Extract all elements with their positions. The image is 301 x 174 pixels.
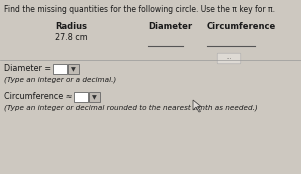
Text: ▼: ▼ <box>71 67 76 72</box>
FancyBboxPatch shape <box>68 64 79 74</box>
Text: 27.8 cm: 27.8 cm <box>55 33 88 42</box>
Text: (Type an integer or decimal rounded to the nearest tenth as needed.): (Type an integer or decimal rounded to t… <box>4 104 258 111</box>
Text: ···: ··· <box>226 56 232 61</box>
FancyBboxPatch shape <box>217 53 241 64</box>
Text: Diameter: Diameter <box>148 22 192 31</box>
FancyBboxPatch shape <box>53 64 67 74</box>
Polygon shape <box>193 100 201 112</box>
Text: (Type an integer or a decimal.): (Type an integer or a decimal.) <box>4 76 116 83</box>
FancyBboxPatch shape <box>89 92 100 102</box>
Text: Find the missing quantities for the following circle. Use the π key for π.: Find the missing quantities for the foll… <box>4 5 275 14</box>
Text: Diameter =: Diameter = <box>4 64 51 73</box>
Text: ▼: ▼ <box>92 95 97 100</box>
FancyBboxPatch shape <box>74 92 88 102</box>
Text: Circumference: Circumference <box>207 22 276 31</box>
Text: Circumference ≈: Circumference ≈ <box>4 92 73 101</box>
Text: Radius: Radius <box>55 22 87 31</box>
